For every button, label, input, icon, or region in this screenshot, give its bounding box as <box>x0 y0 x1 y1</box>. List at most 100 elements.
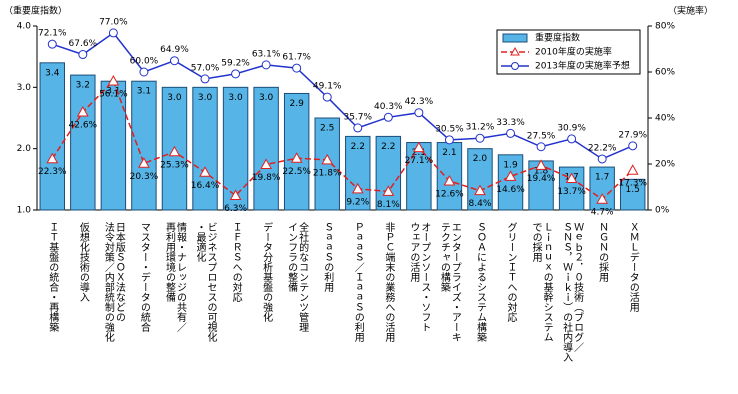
x-tick-label: Ｌｉｎｕｘの基幹システム での採用 <box>530 222 553 342</box>
y2-axis-title: （実施率） <box>668 5 713 17</box>
line-value-label: 22.5% <box>282 167 311 177</box>
marker <box>168 145 181 157</box>
x-tick-label: グリーンＩＴへの対応 <box>505 222 517 322</box>
bar-value-label: 3.1 <box>106 87 120 97</box>
bar <box>161 86 188 211</box>
line-value-label: 20.3% <box>130 172 159 182</box>
line-value-label: 27.1% <box>405 156 434 166</box>
marker <box>443 174 456 186</box>
line-value-label: 21.8% <box>313 168 342 178</box>
x-tick-label: ＳａａＳの利用 <box>321 222 333 292</box>
y2-tick-label: 60% <box>655 68 675 78</box>
marker <box>46 152 59 164</box>
x-tick-label: 非ＰＣ端末の業務への活用 <box>382 222 394 342</box>
line-value-label: 6.3% <box>224 204 247 214</box>
marker <box>292 63 302 73</box>
line-value-label: 30.9% <box>557 123 586 133</box>
marker <box>597 154 607 164</box>
line-value-label: 19.4% <box>527 174 556 184</box>
bar-value-label: 2.5 <box>320 124 334 134</box>
marker <box>414 108 424 118</box>
x-tick-label: ＰａａＳ／ＩａａＳの利用 <box>352 222 364 342</box>
marker <box>475 133 485 143</box>
marker <box>506 128 516 138</box>
bar-value-label: 3.4 <box>45 68 60 78</box>
legend-label: 重要度指数 <box>535 32 580 44</box>
bar-value-label: 1.5 <box>626 185 640 195</box>
y2-tick-label: 80% <box>655 22 675 32</box>
line-value-label: 13.7% <box>557 187 586 197</box>
legend-label: 2010年度の実施率 <box>535 46 612 58</box>
x-tick-label: ＩＦＲＳへの対応 <box>230 222 242 302</box>
marker <box>383 112 393 122</box>
bar <box>39 62 65 211</box>
marker <box>260 158 272 169</box>
bar-value-label: 1.7 <box>595 173 609 183</box>
marker <box>413 141 425 153</box>
x-tick-label: ビジネスプロセスの可視化 ・最適化 <box>194 222 217 342</box>
line-value-label: 16.4% <box>191 181 220 191</box>
bar-value-label: 3.0 <box>259 93 274 103</box>
y-tick-label: 1.0 <box>17 206 32 216</box>
bar-value-label: 2.2 <box>381 142 395 152</box>
marker <box>169 56 179 66</box>
marker <box>382 185 395 196</box>
x-tick-label: 情報・ナレッジの共有／ 再利用環境の整備 <box>163 222 186 332</box>
bar-value-label: 3.0 <box>198 93 213 103</box>
bar <box>283 92 310 211</box>
line <box>52 31 634 160</box>
marker <box>76 105 89 117</box>
line-value-label: 30.5% <box>435 124 464 134</box>
x-tick-label: マスター・データの統合 <box>138 222 150 332</box>
bar <box>345 135 371 211</box>
x-tick-label: ＮＧＮの採用 <box>596 222 608 282</box>
line-value-label: 63.1% <box>252 49 281 59</box>
marker <box>565 172 578 183</box>
bar <box>467 148 493 211</box>
line <box>51 79 634 201</box>
x-tick-label: Ｗｅｂ２．０技術（ブログ／ ＳＮＳ，Ｗｉｋｉ）の社内導入 <box>560 222 583 362</box>
bar-value-label: 3.1 <box>137 87 151 97</box>
line-value-label: 31.2% <box>466 123 495 133</box>
marker <box>504 170 517 181</box>
line-value-label: 72.1% <box>38 29 67 39</box>
y-tick-label: 2.0 <box>17 144 32 154</box>
bar-value-label: 2.2 <box>351 142 365 152</box>
marker <box>351 182 364 194</box>
bar <box>131 80 157 211</box>
marker <box>138 157 150 168</box>
marker <box>107 74 120 86</box>
line-value-label: 8.4% <box>469 199 492 209</box>
line-value-label: 14.6% <box>496 185 525 195</box>
marker <box>199 166 211 177</box>
line-value-label: 67.6% <box>69 39 98 49</box>
line-value-label: 27.5% <box>527 131 556 141</box>
bar-value-label: 3.0 <box>228 93 243 103</box>
marker <box>322 92 332 102</box>
bar-value-label: 2.9 <box>290 99 305 109</box>
marker <box>290 152 303 163</box>
line-value-label: 60.0% <box>130 57 159 67</box>
x-tick-label: ＳＯＡによるシステム構築 <box>474 222 486 342</box>
marker <box>229 189 242 201</box>
line-value-label: 56.1% <box>99 89 128 99</box>
line-value-label: 42.6% <box>69 121 98 131</box>
y-tick-label: 4.0 <box>17 22 32 32</box>
line-value-label: 8.1% <box>377 200 400 210</box>
bar <box>375 135 402 211</box>
line-value-label: 35.7% <box>343 112 372 122</box>
marker <box>47 39 57 49</box>
line-value-label: 9.2% <box>346 197 369 207</box>
line-value-label: 61.7% <box>282 53 311 63</box>
line-value-label: 64.9% <box>160 45 189 55</box>
marker <box>139 67 149 77</box>
line-value-label: 17.3% <box>618 179 647 189</box>
x-tick-label: ＩＴ基盤の統合・再構築 <box>46 222 58 332</box>
marker <box>78 50 88 60</box>
bar <box>192 86 218 211</box>
marker <box>474 184 486 196</box>
y2-tick-label: 20% <box>655 160 675 170</box>
marker <box>444 135 454 145</box>
marker <box>628 141 638 151</box>
